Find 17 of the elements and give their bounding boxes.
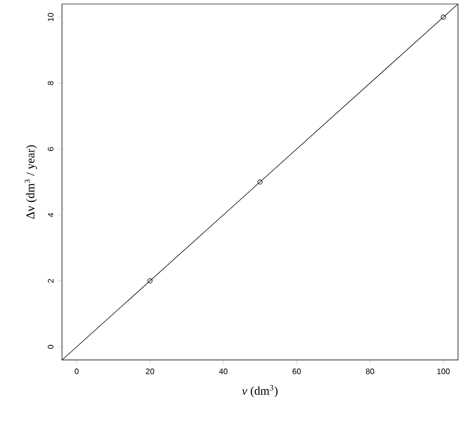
y-tick-label: 2 <box>48 279 54 283</box>
point <box>148 278 153 284</box>
y-tick-label: 10 <box>48 13 54 22</box>
y-tick-label: 4 <box>48 212 54 217</box>
x-tick-label: 80 <box>366 368 374 374</box>
y-axis-title: Δv (dm$^{3}$ / year) <box>24 145 37 219</box>
x-tick-label: 40 <box>219 368 228 374</box>
y-tick-label: 0 <box>48 344 54 349</box>
point <box>258 179 262 184</box>
y-tick-label: 6 <box>48 147 54 151</box>
y-tick-label: 8 <box>48 81 54 85</box>
x-axis-title: v (dm$^{3}$) <box>242 385 278 398</box>
x-tick-label: 0 <box>74 368 79 374</box>
x-tick-label: 100 <box>437 368 450 374</box>
point <box>440 14 446 20</box>
x-tick-label: 60 <box>292 368 301 374</box>
x-tick-label: 20 <box>146 368 154 374</box>
